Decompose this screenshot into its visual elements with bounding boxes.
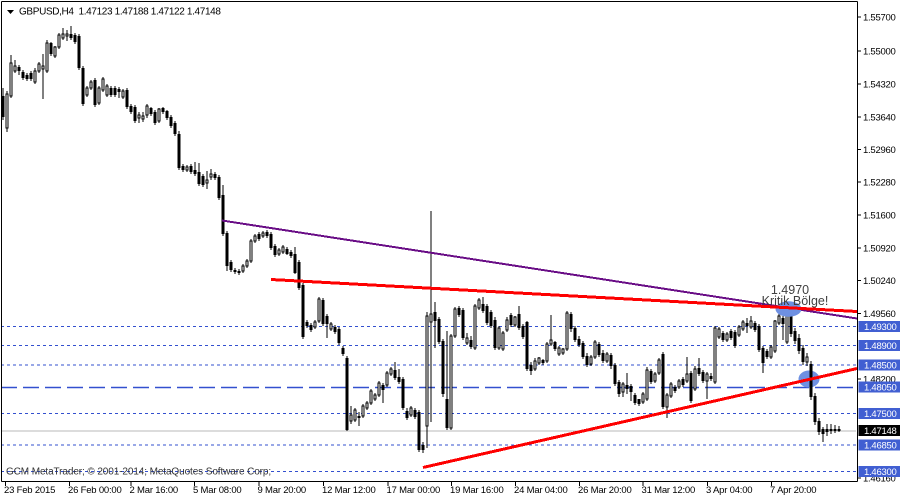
svg-text:3 Apr 04:00: 3 Apr 04:00: [706, 485, 752, 496]
svg-text:1.48900: 1.48900: [864, 341, 897, 352]
svg-text:GBPUSD,H4 1.47123 1.47188 1.4: GBPUSD,H4 1.47123 1.47188 1.47122 1.4714…: [19, 7, 221, 18]
svg-text:1.52280: 1.52280: [863, 178, 896, 189]
svg-text:2 Mar 16:00: 2 Mar 16:00: [130, 485, 179, 496]
svg-text:1.48200: 1.48200: [863, 375, 896, 386]
svg-text:23 Feb 2015: 23 Feb 2015: [4, 485, 55, 496]
svg-text:1.48500: 1.48500: [864, 361, 897, 372]
svg-text:19 Mar 16:00: 19 Mar 16:00: [450, 485, 504, 496]
svg-text:1.47148: 1.47148: [864, 426, 897, 437]
svg-text:26 Feb 00:00: 26 Feb 00:00: [68, 485, 122, 496]
svg-text:9 Mar 20:00: 9 Mar 20:00: [258, 485, 307, 496]
svg-text:1.46850: 1.46850: [864, 441, 897, 452]
svg-text:1.47500: 1.47500: [864, 409, 897, 420]
svg-text:7 Apr 20:00: 7 Apr 20:00: [770, 485, 816, 496]
svg-text:1.50240: 1.50240: [863, 276, 896, 287]
svg-text:24 Mar 04:00: 24 Mar 04:00: [514, 485, 568, 496]
svg-text:1.49560: 1.49560: [863, 309, 896, 320]
svg-text:1.46160: 1.46160: [863, 474, 896, 485]
svg-text:1.53640: 1.53640: [863, 113, 896, 124]
svg-text:1.52960: 1.52960: [863, 145, 896, 156]
svg-text:1.46300: 1.46300: [864, 467, 897, 478]
svg-text:1.55700: 1.55700: [863, 13, 896, 24]
svg-text:1.4970: 1.4970: [771, 283, 809, 297]
svg-text:1.50920: 1.50920: [863, 244, 896, 255]
svg-text:12 Mar 12:00: 12 Mar 12:00: [322, 485, 376, 496]
svg-text:31 Mar 12:00: 31 Mar 12:00: [642, 485, 696, 496]
svg-text:1.51600: 1.51600: [863, 211, 896, 222]
svg-text:17 Mar 00:00: 17 Mar 00:00: [387, 485, 441, 496]
svg-text:Kritik Bölge!: Kritik Bölge!: [762, 294, 829, 308]
svg-text:1.49300: 1.49300: [864, 322, 897, 333]
svg-text:1.54320: 1.54320: [863, 80, 896, 91]
svg-text:1.55000: 1.55000: [863, 47, 896, 58]
svg-text:5 Mar 08:00: 5 Mar 08:00: [193, 485, 242, 496]
svg-text:GCM MetaTrader; © 2001-2014; M: GCM MetaTrader; © 2001-2014; MetaQuotes …: [6, 467, 271, 478]
svg-text:26 Mar 20:00: 26 Mar 20:00: [578, 485, 632, 496]
svg-text:1.48050: 1.48050: [864, 383, 897, 394]
